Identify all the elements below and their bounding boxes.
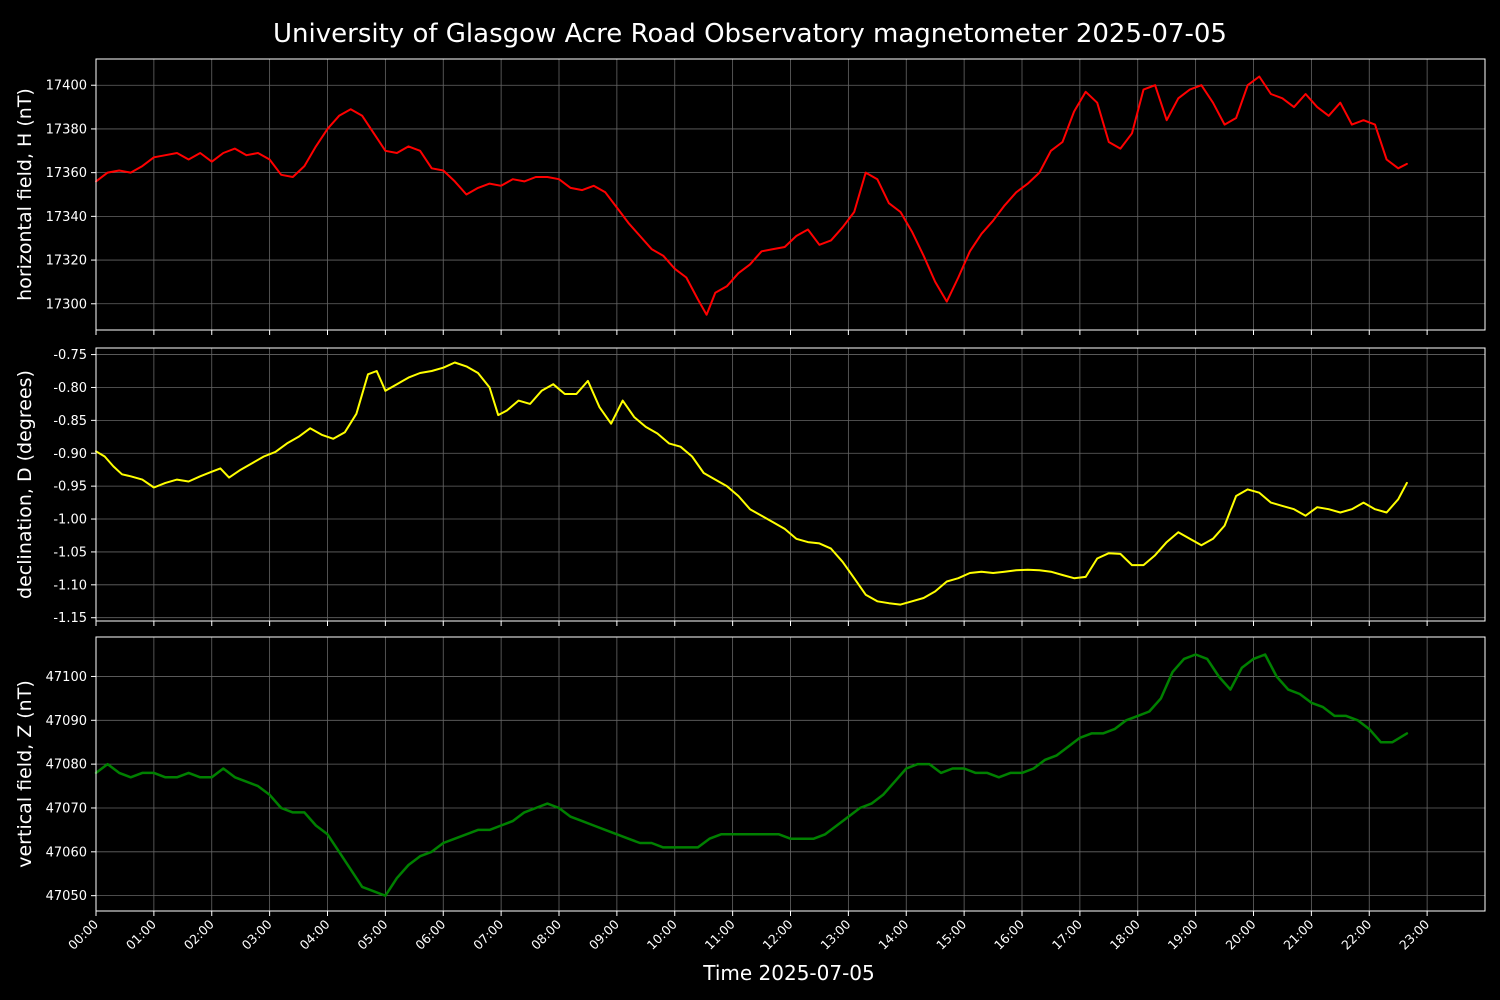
x-tick-label: 14:00 [875, 916, 911, 952]
x-tick-label: 20:00 [1223, 916, 1259, 952]
x-tick-label: 22:00 [1338, 916, 1374, 952]
y-tick-label: 17300 [46, 297, 87, 312]
y-tick-label: -1.15 [53, 611, 87, 626]
chart-panels: 17300 17320 17340 17360 17380 17400 horizontal… [14, 58, 1486, 953]
plot-frame [95, 58, 1486, 331]
y-tick-label: -0.80 [53, 381, 87, 396]
y-axis-label: vertical field, Z (nT) [14, 680, 36, 868]
x-tick-label: 23:00 [1396, 916, 1432, 952]
x-tick-label: 21:00 [1280, 916, 1316, 952]
data-line-1 [95, 75, 1408, 316]
y-axis-label: declination, D (degrees) [14, 370, 36, 599]
x-tick-label: 07:00 [470, 916, 506, 952]
x-tick-label: 11:00 [702, 916, 738, 952]
y-tick-label: 47060 [46, 845, 87, 860]
panel-3: 47050 47060 47070 47080 47090 47100 vertical f… [14, 636, 1486, 916]
x-tick-label: 08:00 [528, 916, 564, 952]
x-tick-label: 06:00 [412, 916, 448, 952]
panel-2: -0.75 -0.80 -0.85 -0.90 -0.95 -1.00 -1.05 -1.10… [14, 347, 1486, 626]
y-tick-label: 17340 [46, 210, 87, 225]
plot-frame [95, 347, 1486, 622]
x-tick-label: 05:00 [354, 916, 390, 952]
plot-frame [95, 636, 1486, 912]
x-tick-label: 10:00 [644, 916, 680, 952]
x-tick-label: 17:00 [1049, 916, 1085, 952]
y-tick-label: -1.10 [53, 578, 87, 593]
y-tick-label: -0.85 [53, 414, 87, 429]
y-tick-label: 17360 [46, 166, 87, 181]
x-tick-label: 15:00 [933, 916, 969, 952]
y-axis-label: horizontal field, H (nT) [14, 88, 36, 301]
x-tick-label: 04:00 [297, 916, 333, 952]
y-tick-label: 47090 [46, 714, 87, 729]
chart-title: University of Glasgow Acre Road Observat… [273, 19, 1227, 49]
x-tick-label: 01:00 [123, 916, 159, 952]
y-tick-label: 47080 [46, 758, 87, 773]
x-tick-label: 03:00 [239, 916, 275, 952]
y-tick-label: -0.75 [53, 348, 87, 363]
y-tick-label: 47100 [46, 670, 87, 685]
y-tick-label: -0.95 [53, 480, 87, 495]
x-tick-label: 12:00 [760, 916, 796, 952]
x-tick-label: 02:00 [181, 916, 217, 952]
x-axis-label: Time 2025-07-05 [702, 961, 875, 985]
y-tick-label: 17320 [46, 254, 87, 269]
panel-1: 17300 17320 17340 17360 17380 17400 horizontal… [14, 58, 1486, 335]
y-tick-label: 17380 [46, 122, 87, 137]
data-line-3 [94, 653, 1409, 897]
y-tick-label: 47050 [46, 889, 87, 904]
x-tick-label: 13:00 [817, 916, 853, 952]
y-tick-label: -1.00 [53, 513, 87, 528]
y-tick-label: 17400 [46, 79, 87, 94]
x-tick-label: 18:00 [1107, 916, 1143, 952]
y-tick-label: -0.90 [53, 447, 87, 462]
x-tick-label: 00:00 [65, 916, 101, 952]
x-tick-label: 16:00 [991, 916, 1027, 952]
y-tick-label: -1.05 [53, 545, 87, 560]
data-line-2 [95, 361, 1408, 606]
y-tick-label: 47070 [46, 801, 87, 816]
x-tick-label: 09:00 [586, 916, 622, 952]
x-tick-label: 19:00 [1165, 916, 1201, 952]
